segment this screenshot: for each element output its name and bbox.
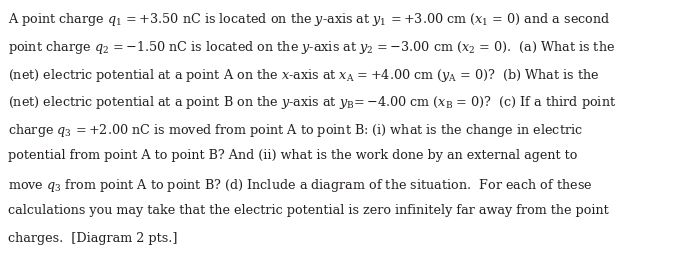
- Text: point charge $q_2$ = −1.50 nC is located on the $y$-axis at $y_2$ = −3.00 cm ($x: point charge $q_2$ = −1.50 nC is located…: [8, 39, 615, 56]
- Text: A point charge $q_1$ = +3.50 nC is located on the $y$-axis at $y_1$ = +3.00 cm (: A point charge $q_1$ = +3.50 nC is locat…: [8, 11, 610, 28]
- Text: charges.  [Diagram 2 pts.]: charges. [Diagram 2 pts.]: [8, 231, 178, 244]
- Text: (net) electric potential at a point B on the $y$-axis at $y_\mathrm{B}$= −4.00 c: (net) electric potential at a point B on…: [8, 94, 617, 111]
- Text: potential from point A to point B? And (ii) what is the work done by an external: potential from point A to point B? And (…: [8, 149, 577, 162]
- Text: (net) electric potential at a point A on the $x$-axis at $x_\mathrm{A}$ = +4.00 : (net) electric potential at a point A on…: [8, 66, 600, 83]
- Text: calculations you may take that the electric potential is zero infinitely far awa: calculations you may take that the elect…: [8, 203, 609, 216]
- Text: move $q_3$ from point A to point B? (d) Include a diagram of the situation.  For: move $q_3$ from point A to point B? (d) …: [8, 176, 593, 193]
- Text: charge $q_3$ = +2.00 nC is moved from point A to point B: (i) what is the change: charge $q_3$ = +2.00 nC is moved from po…: [8, 121, 583, 138]
